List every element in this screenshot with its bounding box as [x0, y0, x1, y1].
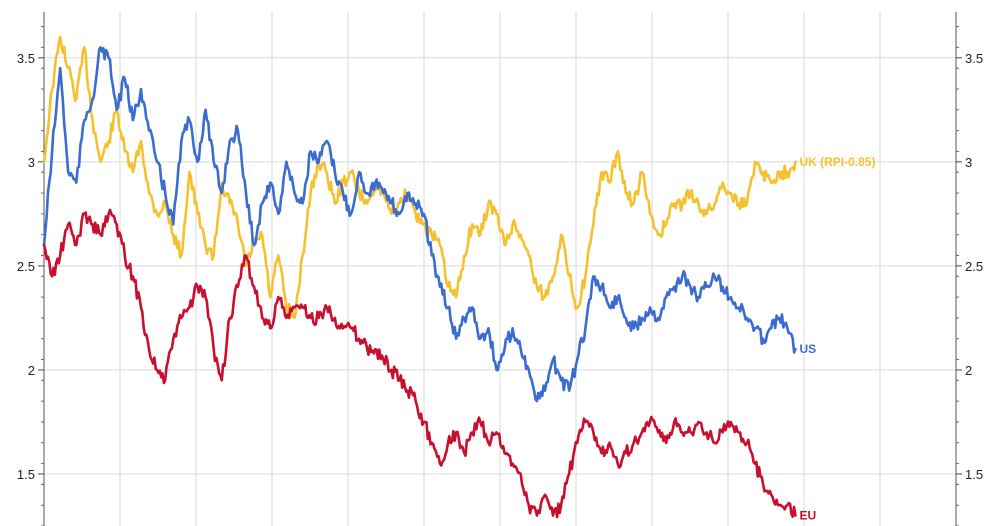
y-tick-label-right: 2	[965, 363, 972, 378]
y-tick-label-right: 2.5	[965, 259, 983, 274]
y-tick-label-right: 1.5	[965, 467, 983, 482]
y-tick-label-left: 1.5	[17, 467, 35, 482]
grid	[44, 12, 957, 526]
series-label: UK (RPI-0.85)	[799, 155, 875, 169]
series-lines	[42, 35, 797, 519]
series-line-eu	[42, 208, 797, 519]
y-tick-label-right: 3.5	[965, 51, 983, 66]
y-axis-left-ticks: 1.5 2 2.5 3 3.5	[17, 51, 44, 482]
series-line-us	[42, 46, 797, 403]
series-labels: UK (RPI-0.85) US EU	[799, 155, 875, 523]
y-axis-right-ticks: 1.5 2 2.5 3 3.5	[956, 51, 983, 482]
axes	[41, 12, 959, 526]
y-tick-label-left: 3.5	[17, 51, 35, 66]
y-tick-label-left: 2	[28, 363, 35, 378]
series-line-uk-rpi-0-85	[42, 35, 797, 320]
series-label: EU	[799, 509, 816, 523]
y-tick-label-right: 3	[965, 155, 972, 170]
y-tick-label-left: 2.5	[17, 259, 35, 274]
series-label: US	[799, 342, 816, 356]
y-tick-label-left: 3	[28, 155, 35, 170]
